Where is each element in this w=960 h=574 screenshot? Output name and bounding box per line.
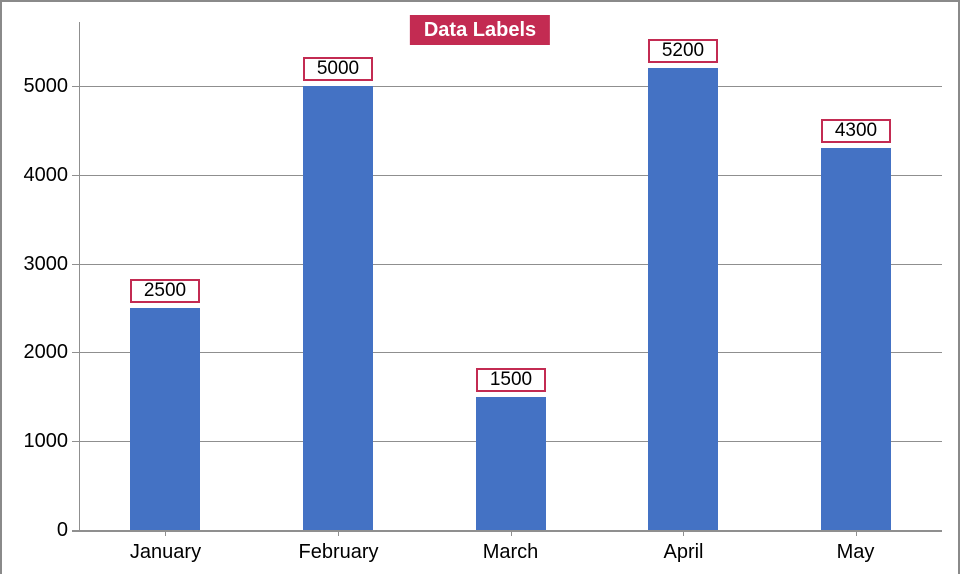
chart-title: Data Labels (409, 15, 551, 45)
data-label-may: 4300 (821, 119, 891, 143)
x-axis-tick (856, 530, 857, 536)
x-axis-tick (683, 530, 684, 536)
x-axis-category-label-february: February (298, 541, 379, 563)
gridline (72, 175, 942, 176)
x-axis-tick (165, 530, 166, 536)
x-axis-category-label-april: April (663, 541, 704, 563)
x-axis-tick (511, 530, 512, 536)
x-axis-category-label-march: March (482, 541, 539, 563)
data-label-april: 5200 (648, 39, 718, 63)
data-label-january: 2500 (130, 279, 200, 303)
bar-april (648, 68, 718, 530)
x-axis-category-label-january: January (129, 541, 202, 563)
y-axis-tick-label: 4000 (23, 164, 69, 186)
gridline (72, 264, 942, 265)
y-axis-tick-label: 3000 (23, 253, 69, 275)
y-axis-tick-label: 0 (56, 519, 68, 541)
y-axis-tick-label: 2000 (23, 341, 69, 363)
data-label-february: 5000 (303, 57, 373, 81)
y-axis-line (79, 22, 80, 530)
x-axis-category-label-may: May (836, 541, 875, 563)
bar-january (130, 308, 200, 530)
gridline (72, 86, 942, 87)
gridline (72, 352, 942, 353)
x-axis-tick (338, 530, 339, 536)
y-axis-tick-label: 5000 (23, 75, 69, 97)
bar-may (821, 148, 891, 530)
gridline (72, 530, 942, 532)
bar-march (476, 397, 546, 530)
y-axis-tick-label: 1000 (23, 430, 69, 452)
data-label-march: 1500 (476, 368, 546, 392)
bar-february (303, 86, 373, 530)
